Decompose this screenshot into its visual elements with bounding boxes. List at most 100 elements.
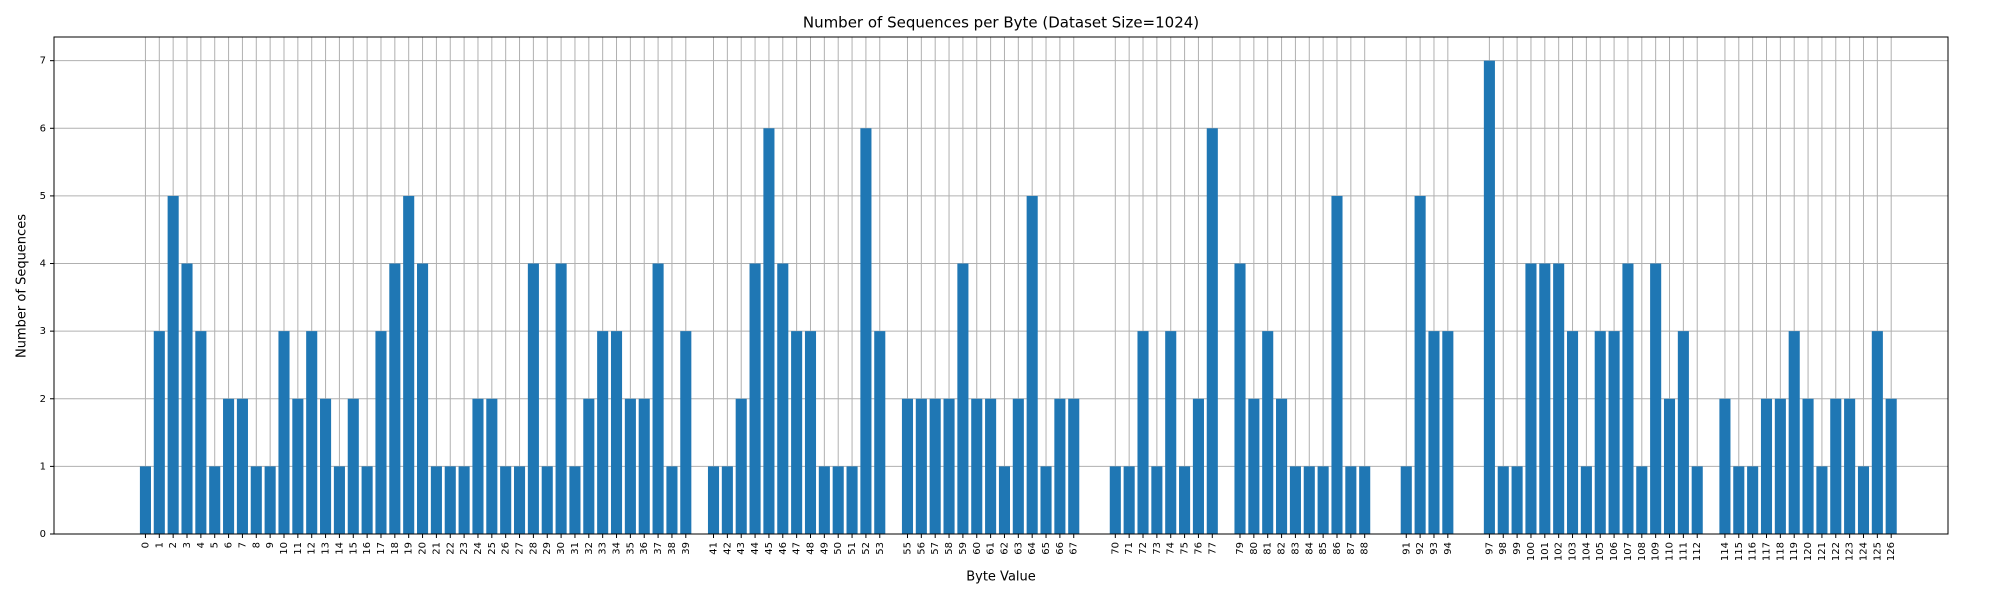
x-tick-label: 71 bbox=[1124, 542, 1135, 555]
x-tick-label: 91 bbox=[1401, 542, 1412, 555]
y-tick-label: 4 bbox=[40, 259, 46, 270]
bar bbox=[347, 398, 359, 534]
bar bbox=[680, 331, 692, 534]
x-tick-label: 116 bbox=[1748, 542, 1759, 561]
bar bbox=[1248, 398, 1260, 534]
x-tick-label: 109 bbox=[1651, 542, 1662, 561]
bar bbox=[1566, 331, 1579, 534]
bar bbox=[1539, 263, 1551, 534]
bar bbox=[541, 466, 553, 534]
bar bbox=[1109, 466, 1121, 534]
bar bbox=[1012, 398, 1024, 534]
x-tick-label: 5 bbox=[210, 542, 221, 548]
x-tick-label: 58 bbox=[944, 542, 955, 555]
x-tick-label: 42 bbox=[722, 542, 733, 555]
bar bbox=[153, 331, 165, 534]
x-tick-label: 110 bbox=[1665, 542, 1676, 561]
x-tick-label: 60 bbox=[972, 542, 983, 555]
y-tick-label: 0 bbox=[40, 529, 46, 540]
bar bbox=[1345, 466, 1357, 534]
bar bbox=[818, 466, 830, 534]
x-tick-label: 27 bbox=[515, 542, 526, 555]
bar bbox=[1747, 466, 1759, 534]
bar bbox=[846, 466, 858, 534]
x-tick-label: 84 bbox=[1304, 542, 1315, 555]
bar bbox=[652, 263, 664, 534]
x-tick-label: 122 bbox=[1831, 542, 1842, 561]
x-tick-label: 38 bbox=[667, 542, 678, 555]
bar bbox=[1525, 263, 1537, 534]
bar bbox=[1303, 466, 1315, 534]
x-tick-label: 39 bbox=[681, 542, 692, 555]
bar bbox=[389, 263, 401, 534]
x-tick-label: 7 bbox=[237, 542, 248, 548]
bar bbox=[1816, 466, 1828, 534]
x-tick-label: 33 bbox=[598, 542, 609, 555]
bar bbox=[417, 263, 429, 534]
bar bbox=[306, 331, 318, 534]
chart-title: Number of Sequences per Byte (Dataset Si… bbox=[803, 14, 1199, 32]
x-tick-label: 53 bbox=[875, 542, 886, 555]
x-tick-label: 50 bbox=[833, 542, 844, 555]
x-tick-label: 101 bbox=[1540, 542, 1551, 561]
x-tick-label: 28 bbox=[528, 542, 539, 555]
x-tick-label: 57 bbox=[930, 542, 941, 555]
x-tick-label: 47 bbox=[792, 542, 803, 555]
x-tick-label: 15 bbox=[348, 542, 359, 555]
x-tick-label: 32 bbox=[584, 542, 595, 555]
x-tick-label: 24 bbox=[473, 542, 484, 555]
x-tick-label: 103 bbox=[1568, 542, 1579, 561]
bar bbox=[250, 466, 262, 534]
x-tick-label: 80 bbox=[1249, 542, 1260, 555]
x-tick-label: 6 bbox=[224, 542, 235, 548]
bar bbox=[624, 398, 636, 534]
y-tick-label: 2 bbox=[40, 394, 46, 405]
bar bbox=[444, 466, 456, 534]
bar bbox=[1428, 331, 1440, 534]
x-tick-label: 1 bbox=[154, 542, 165, 548]
x-tick-label: 8 bbox=[251, 542, 262, 548]
bar bbox=[430, 466, 442, 534]
bar bbox=[1206, 128, 1218, 535]
x-tick-label: 123 bbox=[1845, 542, 1856, 561]
x-tick-label: 115 bbox=[1734, 542, 1745, 561]
x-tick-label: 56 bbox=[916, 542, 927, 555]
x-tick-label: 49 bbox=[819, 542, 830, 555]
bar bbox=[278, 331, 290, 534]
bar bbox=[223, 398, 235, 534]
bar bbox=[1636, 466, 1648, 534]
x-tick-label: 77 bbox=[1207, 542, 1218, 555]
bar bbox=[804, 331, 817, 534]
bar bbox=[749, 263, 761, 534]
x-tick-label: 35 bbox=[625, 542, 636, 555]
x-tick-label: 107 bbox=[1623, 542, 1634, 561]
x-tick-label: 63 bbox=[1013, 542, 1024, 555]
y-tick-label: 1 bbox=[40, 461, 46, 472]
x-tick-label: 105 bbox=[1595, 542, 1606, 561]
x-tick-label: 70 bbox=[1110, 542, 1121, 555]
bar bbox=[1760, 398, 1773, 534]
y-tick-label: 7 bbox=[40, 56, 46, 67]
bar bbox=[1844, 398, 1856, 534]
x-tick-label: 119 bbox=[1789, 542, 1800, 561]
x-tick-label: 21 bbox=[431, 542, 442, 555]
bar bbox=[513, 466, 526, 534]
bar bbox=[1040, 466, 1052, 534]
bar bbox=[1608, 331, 1620, 534]
bar bbox=[403, 195, 415, 534]
bar bbox=[915, 398, 927, 534]
x-tick-label: 88 bbox=[1360, 542, 1371, 555]
x-tick-label: 121 bbox=[1817, 542, 1828, 561]
bar bbox=[527, 263, 539, 534]
bar bbox=[1165, 331, 1177, 534]
bar bbox=[763, 128, 775, 535]
bar bbox=[791, 331, 803, 534]
bar bbox=[361, 466, 373, 534]
x-tick-label: 83 bbox=[1290, 542, 1301, 555]
bar bbox=[195, 331, 207, 534]
bar bbox=[236, 398, 248, 534]
bar bbox=[666, 466, 678, 534]
bar bbox=[209, 466, 221, 534]
bar bbox=[1276, 398, 1288, 534]
bar bbox=[1137, 331, 1149, 534]
